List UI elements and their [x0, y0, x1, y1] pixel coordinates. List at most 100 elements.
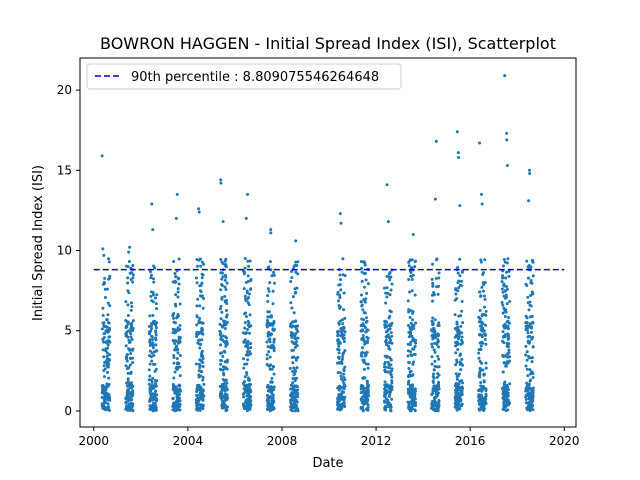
data-point — [436, 354, 440, 358]
data-point — [218, 394, 222, 398]
data-point — [389, 338, 393, 342]
data-point — [221, 368, 225, 372]
data-point — [480, 335, 484, 339]
data-point — [131, 329, 135, 332]
x-axis: 2000 2004 2008 2012 2016 2020 — [79, 427, 580, 448]
data-point — [102, 340, 106, 344]
data-point — [478, 388, 482, 392]
data-point — [383, 362, 387, 366]
data-point — [505, 287, 509, 291]
data-point — [477, 408, 481, 412]
data-point — [383, 391, 387, 395]
data-point — [247, 331, 251, 335]
data-point — [456, 289, 460, 293]
data-point — [340, 357, 344, 361]
data-point — [172, 353, 176, 357]
data-point — [455, 297, 459, 301]
data-point — [195, 281, 199, 285]
y-tick-label: 10 — [57, 244, 72, 258]
data-point — [389, 363, 393, 367]
data-point — [505, 360, 509, 364]
data-point — [338, 395, 342, 399]
data-point — [292, 355, 296, 359]
data-point — [481, 273, 485, 277]
data-point — [361, 334, 365, 338]
data-point — [384, 320, 388, 324]
data-point — [430, 342, 434, 346]
data-point — [245, 289, 249, 293]
data-point — [526, 331, 530, 335]
data-point — [224, 378, 228, 382]
data-point — [337, 351, 341, 355]
data-point — [248, 388, 252, 392]
data-point — [128, 395, 132, 399]
data-point — [218, 307, 222, 311]
data-point — [531, 345, 535, 349]
data-point — [406, 342, 410, 346]
data-point — [480, 192, 484, 196]
data-point — [198, 364, 202, 368]
data-point — [363, 263, 367, 267]
data-point — [454, 341, 458, 345]
data-point — [222, 371, 225, 375]
data-point — [104, 347, 108, 351]
data-point — [526, 276, 530, 280]
data-point — [272, 270, 276, 274]
data-point — [130, 304, 134, 308]
data-point — [484, 323, 488, 327]
data-point — [268, 402, 272, 406]
data-point — [505, 344, 509, 348]
data-point — [198, 317, 202, 321]
data-point — [272, 273, 276, 277]
data-point — [125, 393, 129, 397]
data-point — [152, 407, 156, 411]
data-point — [458, 353, 462, 357]
data-point — [224, 257, 228, 261]
data-point — [480, 407, 484, 411]
data-point — [456, 348, 460, 352]
data-point — [101, 247, 105, 251]
data-point — [198, 289, 202, 293]
data-point — [524, 389, 528, 393]
data-point — [390, 379, 394, 383]
data-point — [196, 332, 200, 336]
data-point — [266, 345, 270, 349]
data-point — [243, 375, 247, 379]
data-point — [148, 332, 152, 336]
data-point — [242, 404, 246, 408]
data-point — [505, 270, 508, 274]
data-point — [480, 340, 484, 344]
data-point — [505, 302, 509, 306]
data-point — [177, 282, 181, 286]
data-point — [198, 358, 202, 362]
data-point — [484, 402, 488, 406]
data-point — [148, 349, 152, 353]
data-point — [505, 392, 509, 396]
data-point — [385, 329, 389, 333]
data-point — [102, 364, 106, 368]
data-point — [432, 330, 436, 334]
data-point — [129, 372, 133, 376]
data-point — [246, 259, 250, 263]
data-point — [126, 320, 130, 324]
data-point — [385, 389, 389, 393]
data-point — [248, 259, 252, 263]
data-point — [504, 294, 508, 298]
data-point — [131, 273, 135, 277]
data-point — [270, 386, 274, 390]
data-point — [389, 310, 393, 314]
data-point — [197, 403, 201, 407]
data-point — [147, 324, 151, 328]
data-point — [454, 383, 458, 387]
data-point — [291, 381, 295, 385]
data-point — [102, 355, 106, 359]
data-point — [408, 390, 412, 394]
data-point — [434, 333, 438, 337]
data-point — [430, 362, 434, 366]
data-point — [390, 387, 394, 391]
data-point — [248, 313, 252, 317]
data-point — [195, 323, 199, 327]
data-point — [431, 316, 435, 320]
data-point — [100, 404, 104, 408]
data-point — [431, 379, 435, 383]
